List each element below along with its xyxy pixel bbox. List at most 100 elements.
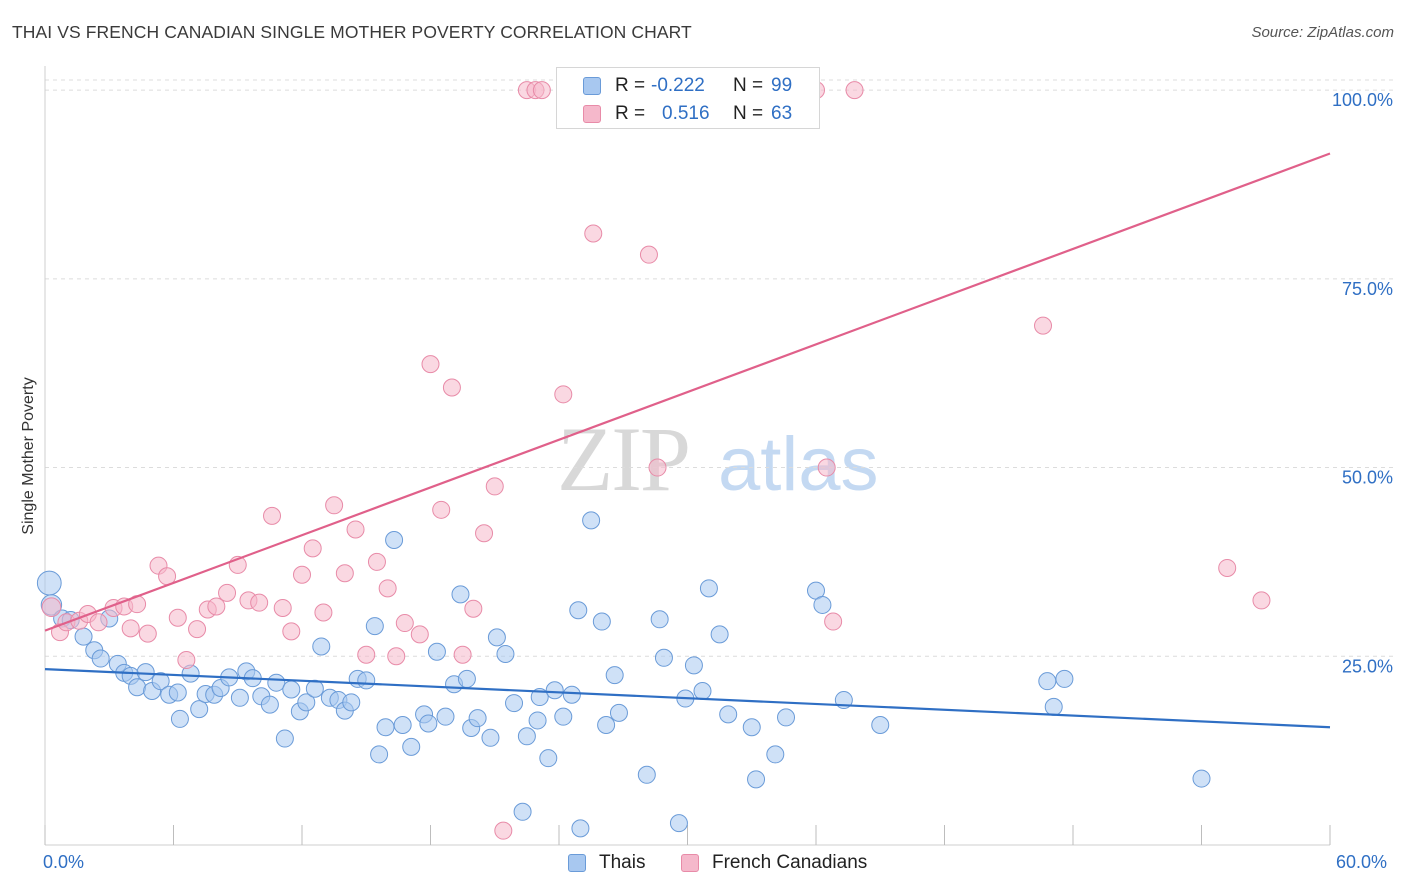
french-canadians-trend-line xyxy=(44,152,1331,632)
watermark: ZIP atlas xyxy=(557,408,879,510)
thais-point xyxy=(267,673,286,692)
thais-swatch xyxy=(583,77,601,95)
thais-point xyxy=(312,637,331,656)
y-tick-label: 25.0% xyxy=(1342,656,1393,676)
french-canadians-point xyxy=(554,385,573,404)
thais-point xyxy=(813,595,832,614)
thais-point xyxy=(650,610,669,629)
thais-trend-line xyxy=(44,668,1331,729)
french-canadians-point xyxy=(639,245,658,264)
french-canadians-point xyxy=(1034,316,1053,335)
legend-label-french-canadians: French Canadians xyxy=(712,852,868,873)
french-canadians-point xyxy=(817,458,836,477)
thais-point xyxy=(496,645,515,664)
thais-point xyxy=(562,685,581,704)
thais-point xyxy=(1044,697,1063,716)
thais-point xyxy=(742,718,761,737)
french-canadians-point xyxy=(89,613,108,632)
french-canadians-point xyxy=(395,614,414,633)
thais-swatch xyxy=(568,854,586,872)
thais-point xyxy=(451,585,470,604)
thais-point xyxy=(699,579,718,598)
french-canadians-point xyxy=(303,539,322,558)
thais-point xyxy=(747,770,766,789)
axes xyxy=(44,66,1331,846)
svg-text:ZIP: ZIP xyxy=(557,408,689,510)
thais-point xyxy=(513,802,532,821)
french-canadians-point xyxy=(464,599,483,618)
thais-point xyxy=(168,683,187,702)
french-canadians-point xyxy=(387,647,406,666)
french-canadians-point xyxy=(453,645,472,664)
thais-point xyxy=(766,745,785,764)
french-canadians-point xyxy=(335,564,354,583)
r-value: -0.222 xyxy=(651,75,705,96)
thais-point xyxy=(684,656,703,675)
french-canadians-point xyxy=(584,224,603,243)
thais-point xyxy=(505,694,524,713)
french-canadians-point xyxy=(218,583,237,602)
thais-point xyxy=(36,570,62,596)
thais-point xyxy=(637,765,656,784)
thais-point xyxy=(871,715,890,734)
thais-point xyxy=(539,749,558,768)
french-canadians-point xyxy=(325,496,344,515)
french-canadians-point xyxy=(824,612,843,631)
thais-point xyxy=(597,715,616,734)
thais-point xyxy=(91,649,110,668)
thais-point xyxy=(582,511,601,530)
french-canadians-point xyxy=(475,524,494,543)
n-label: N = xyxy=(733,75,764,96)
thais-point xyxy=(419,714,438,733)
thais-point xyxy=(385,531,404,550)
french-canadians-swatch xyxy=(681,854,699,872)
thais-point xyxy=(592,612,611,631)
french-canadians-point xyxy=(845,81,864,100)
n-value: 99 xyxy=(771,75,793,96)
french-canadians-point xyxy=(494,821,513,840)
legend-label-thais: Thais xyxy=(599,852,646,873)
data-points xyxy=(36,81,1271,840)
french-canadians-point xyxy=(121,619,140,638)
thais-point xyxy=(654,648,673,667)
french-canadians-point xyxy=(346,520,365,539)
french-canadians-point xyxy=(1218,558,1237,577)
thais-point xyxy=(305,679,324,698)
french-canadians-point xyxy=(485,477,504,496)
thais-point xyxy=(693,682,712,700)
french-canadians-point xyxy=(532,81,551,100)
grid-lines xyxy=(45,79,1394,657)
thais-point xyxy=(342,693,361,712)
thais-point xyxy=(260,695,279,714)
thais-point xyxy=(777,708,796,727)
legend-row-french-canadians: R = 0.516 N = 63 xyxy=(557,99,819,129)
thais-point xyxy=(1038,672,1057,691)
thais-point xyxy=(357,671,376,690)
thais-point xyxy=(554,707,573,726)
french-canadians-point xyxy=(1252,591,1271,610)
french-canadians-point xyxy=(282,622,301,641)
r-label: R = xyxy=(615,103,646,124)
thais-point xyxy=(402,737,421,756)
french-canadians-point xyxy=(263,506,282,525)
thais-point xyxy=(151,672,170,691)
thais-point xyxy=(136,663,155,682)
y-tick-label: 75.0% xyxy=(1342,279,1393,299)
thais-point xyxy=(605,666,624,685)
french-canadians-point xyxy=(207,597,226,616)
thais-point xyxy=(468,709,487,728)
thais-point xyxy=(393,715,412,734)
r-label: R = xyxy=(615,75,646,96)
french-canadians-point xyxy=(410,625,429,644)
y-tick-labels: 25.0% 50.0% 75.0% 100.0% xyxy=(1332,90,1393,676)
svg-text:atlas: atlas xyxy=(718,422,879,507)
thais-point xyxy=(1055,669,1074,688)
french-canadians-point xyxy=(188,620,207,639)
french-canadians-point xyxy=(41,597,62,618)
french-canadians-point xyxy=(378,579,397,598)
thais-point xyxy=(569,601,588,620)
trend-lines xyxy=(44,152,1331,729)
r-value: 0.516 xyxy=(662,103,710,124)
thais-point xyxy=(370,745,389,764)
